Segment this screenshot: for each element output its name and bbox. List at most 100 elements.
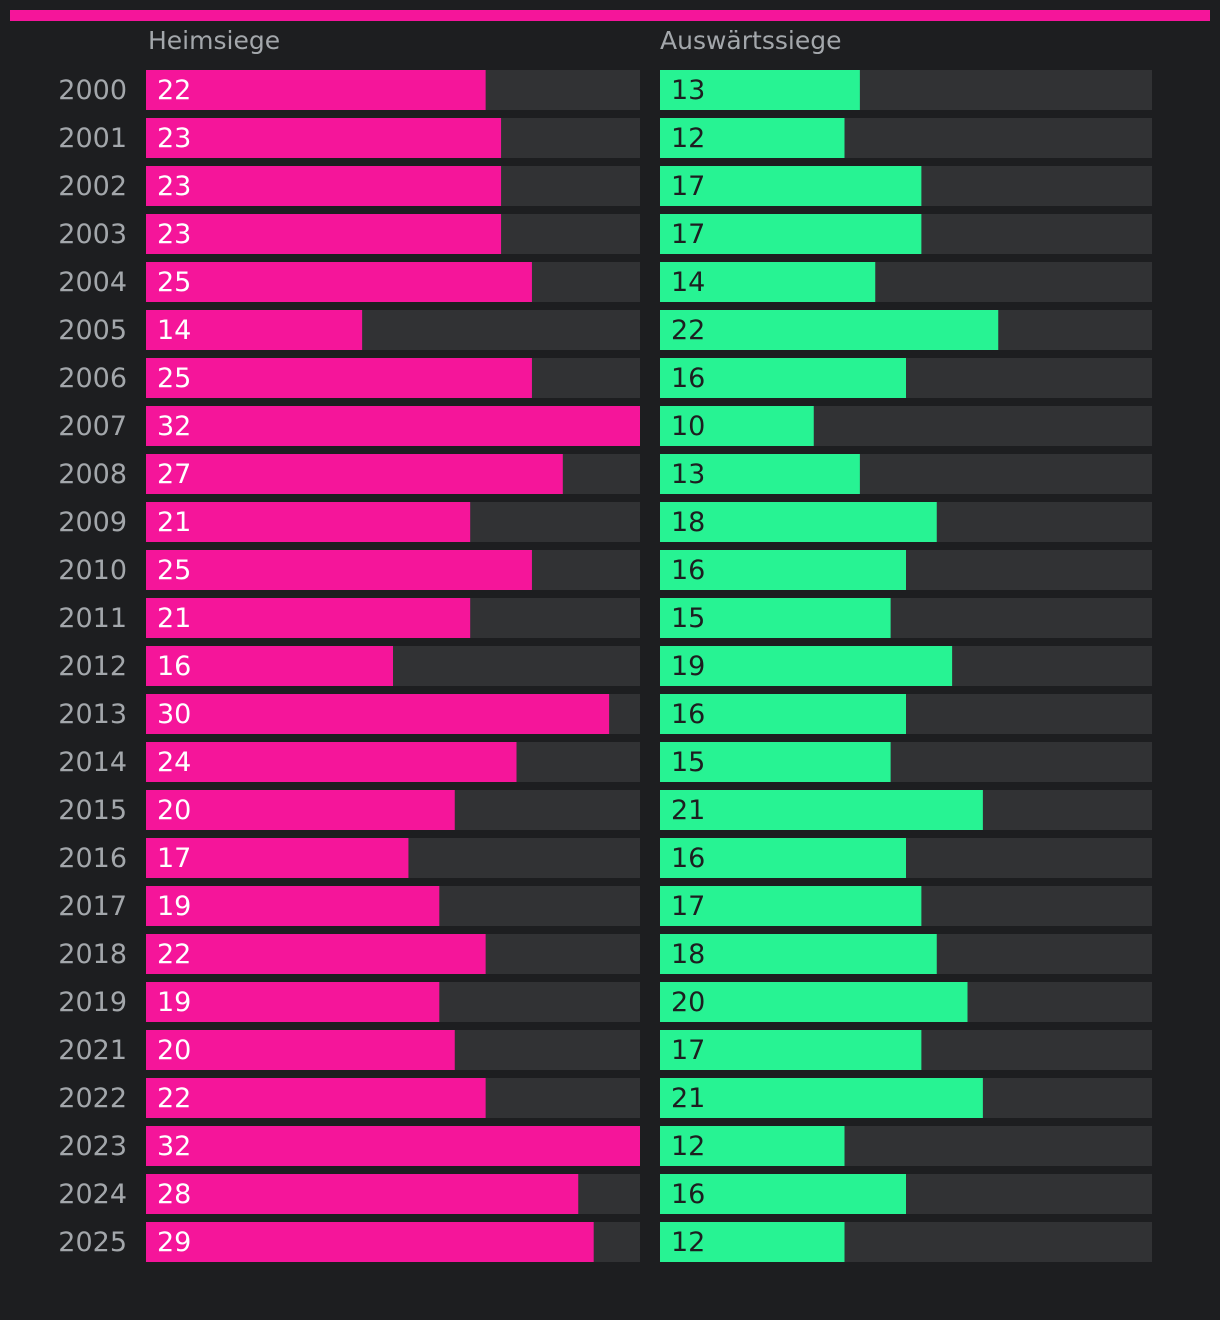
away-value-label: 21 [671,795,705,826]
away-value-label: 13 [671,459,705,490]
away-value-label: 18 [671,507,705,538]
home-value-label: 22 [157,75,191,106]
home-value-label: 20 [157,795,191,826]
away-value-label: 16 [671,555,705,586]
home-bar [146,1174,579,1214]
away-value-label: 12 [671,123,705,154]
home-value-label: 19 [157,987,191,1018]
away-value-label: 17 [671,891,705,922]
home-value-label: 23 [157,171,191,202]
year-label: 2002 [58,171,127,202]
away-bar [660,454,860,494]
year-label: 2009 [58,507,127,538]
year-label: 2013 [58,699,127,730]
year-label: 2014 [58,747,127,778]
away-value-label: 13 [671,75,705,106]
home-value-label: 22 [157,939,191,970]
away-value-label: 17 [671,219,705,250]
away-bar [660,70,860,110]
home-bar [146,886,440,926]
home-bar [146,310,363,350]
home-bar [146,1030,455,1070]
home-value-label: 20 [157,1035,191,1066]
home-bar [146,214,502,254]
home-bar [146,454,563,494]
away-bar [660,982,968,1022]
away-bar [660,886,922,926]
away-bar [660,358,906,398]
away-bar [660,550,906,590]
home-value-label: 22 [157,1083,191,1114]
year-label: 2010 [58,555,127,586]
away-value-label: 15 [671,603,705,634]
home-value-label: 25 [157,267,191,298]
away-bar [660,742,891,782]
away-bar [660,1030,922,1070]
away-bar [660,166,922,206]
away-bar [660,406,814,446]
year-label: 2017 [58,891,127,922]
home-value-label: 28 [157,1179,191,1210]
home-value-label: 21 [157,507,191,538]
away-value-label: 14 [671,267,705,298]
home-value-label: 14 [157,315,191,346]
away-value-label: 10 [671,411,705,442]
year-label: 2012 [58,651,127,682]
away-value-label: 17 [671,1035,705,1066]
year-label: 2018 [58,939,127,970]
home-bar [146,694,610,734]
year-label: 2003 [58,219,127,250]
away-bar [660,934,937,974]
home-bar [146,262,532,302]
year-label: 2025 [58,1227,127,1258]
away-bar [660,1222,845,1262]
year-label: 2016 [58,843,127,874]
home-value-label: 16 [157,651,191,682]
away-wins-heading: Auswärtssiege [660,26,842,55]
home-bar [146,1126,640,1166]
year-label: 2000 [58,75,127,106]
away-bar [660,694,906,734]
year-label: 2007 [58,411,127,442]
away-bar [660,1126,845,1166]
year-label: 2022 [58,1083,127,1114]
home-value-label: 25 [157,555,191,586]
away-bar [660,214,922,254]
away-bar [660,790,983,830]
away-bar [660,118,845,158]
home-value-label: 29 [157,1227,191,1258]
away-value-label: 22 [671,315,705,346]
home-bar [146,358,532,398]
year-label: 2023 [58,1131,127,1162]
home-value-label: 32 [157,411,191,442]
home-bar [146,1222,594,1262]
home-value-label: 23 [157,219,191,250]
year-label: 2006 [58,363,127,394]
away-value-label: 15 [671,747,705,778]
year-label: 2015 [58,795,127,826]
away-value-label: 17 [671,171,705,202]
top-accent-rule [10,10,1210,21]
home-bar [146,1078,486,1118]
away-bar [660,838,906,878]
year-label: 2001 [58,123,127,154]
away-bar [660,1078,983,1118]
away-value-label: 16 [671,699,705,730]
home-bar [146,646,393,686]
away-bar [660,502,937,542]
home-value-label: 27 [157,459,191,490]
away-bar [660,262,876,302]
home-value-label: 17 [157,843,191,874]
home-bar [146,934,486,974]
away-value-label: 18 [671,939,705,970]
year-label: 2008 [58,459,127,490]
home-bar [146,550,532,590]
home-value-label: 23 [157,123,191,154]
away-value-label: 16 [671,1179,705,1210]
away-bar [660,1174,906,1214]
away-value-label: 12 [671,1131,705,1162]
year-label: 2019 [58,987,127,1018]
home-bar [146,790,455,830]
away-bar [660,310,999,350]
